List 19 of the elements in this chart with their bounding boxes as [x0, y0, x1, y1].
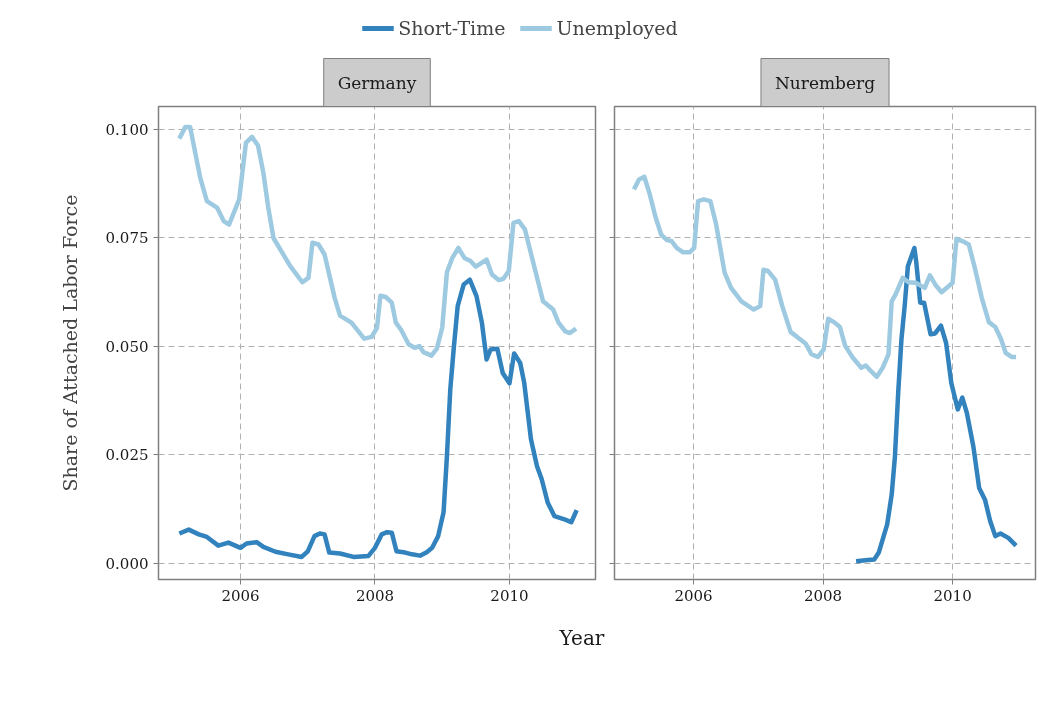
legend-label: Short-Time: [398, 17, 506, 39]
x-tick-label: 2006: [221, 586, 260, 605]
y-tick-label: 0.025: [105, 446, 149, 465]
legend-label: Unemployed: [556, 17, 678, 39]
x-tick-label: 2010: [490, 586, 529, 605]
y-tick-label: 0.050: [105, 337, 149, 356]
chart-title: Nuremberg: [774, 72, 876, 93]
y-axis-title: Share of Attached Labor Force: [58, 194, 81, 492]
x-tick-label: 2010: [933, 586, 972, 605]
y-tick-label: 0.000: [105, 554, 149, 573]
y-tick-label: 0.100: [105, 121, 149, 139]
x-tick-label: 2006: [674, 586, 713, 605]
line-series: [177, 277, 579, 560]
x-tick-label: 2008: [355, 586, 395, 605]
y-tick-label: 0.075: [105, 229, 149, 248]
line-series: [177, 124, 579, 358]
x-axis-title: Year: [559, 625, 605, 652]
chart-title: Germany: [337, 72, 417, 93]
x-tick-label: 2008: [803, 586, 843, 605]
